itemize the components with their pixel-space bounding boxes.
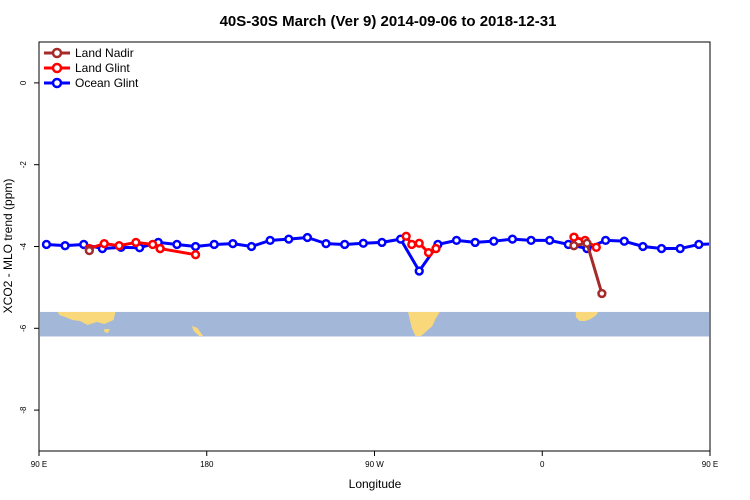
data-point [423, 247, 434, 258]
data-point [489, 236, 499, 246]
legend-label: Land Nadir [75, 46, 134, 60]
data-point [246, 241, 257, 252]
data-point [714, 240, 721, 247]
data-point [340, 239, 350, 250]
world-map-band [40, 311, 750, 337]
ocean-band [40, 311, 709, 337]
data-point [190, 241, 201, 252]
legend-marker [51, 62, 63, 74]
data-point [148, 239, 158, 250]
data-point [155, 243, 165, 254]
data-point [407, 239, 417, 250]
y-axis: 0 -2 -4 -6 -8 [19, 80, 39, 414]
data-point [470, 237, 480, 248]
data-point [451, 235, 462, 246]
x-tick-label: 180 [200, 460, 214, 469]
data-point [414, 238, 424, 248]
data-point [733, 242, 740, 249]
x-tick-label: 90 W [365, 460, 384, 469]
data-point [526, 235, 536, 246]
data-point [302, 232, 313, 243]
land-new-zealand [191, 325, 204, 336]
legend-label: Land Glint [75, 61, 130, 75]
data-point [569, 241, 579, 251]
data-point [172, 239, 182, 250]
data-point [656, 243, 667, 254]
x-tick-label: 90 E [702, 460, 718, 469]
data-point [431, 243, 441, 254]
data-point [694, 239, 704, 250]
series-layer [41, 231, 740, 299]
data-point [60, 241, 70, 251]
chart-title: 40S-30S March (Ver 9) 2014-09-06 to 2018… [220, 13, 557, 30]
data-point [358, 238, 368, 248]
data-point [638, 241, 648, 252]
x-axis-label: Longitude [349, 477, 402, 491]
x-axis: 90 E 180 90 W 0 90 E [31, 451, 718, 469]
data-point [209, 239, 219, 250]
y-tick-label: -4 [19, 242, 28, 250]
land-australia-repeat [729, 312, 750, 325]
data-point [41, 239, 52, 250]
data-point [114, 241, 124, 251]
data-point [131, 237, 141, 248]
data-point [545, 235, 555, 246]
data-point [675, 243, 685, 254]
data-point [619, 236, 629, 246]
series-line [159, 247, 196, 257]
legend-label: Ocean Glint [75, 76, 139, 90]
data-point [569, 232, 579, 242]
legend-item: Land Glint [44, 61, 130, 75]
data-point [591, 242, 601, 252]
land-south-africa [575, 311, 599, 321]
series-ocean-glint [41, 232, 740, 276]
x-tick-label: 0 [540, 460, 545, 469]
data-point [190, 250, 201, 260]
y-axis-label: XCO2 - MLO trend (ppm) [1, 179, 15, 314]
y-tick-label: -8 [19, 406, 28, 414]
data-point [228, 238, 238, 249]
y-tick-label: 0 [19, 80, 28, 85]
legend-marker [51, 47, 63, 59]
legend-marker [51, 77, 63, 89]
data-point [99, 238, 109, 249]
y-tick-label: -6 [19, 324, 28, 332]
data-point [401, 231, 411, 241]
data-point [377, 237, 387, 248]
land-tasmania [104, 328, 110, 333]
y-tick-label: -2 [19, 161, 28, 169]
land-south-america [408, 311, 440, 336]
series-line [46, 236, 709, 273]
data-point [600, 235, 611, 246]
legend-item: Land Nadir [44, 46, 134, 60]
land-australia [57, 311, 116, 325]
data-point [582, 238, 592, 248]
data-point [265, 235, 275, 246]
legend-item: Ocean Glint [44, 76, 139, 90]
data-point [284, 234, 294, 244]
data-point [321, 238, 331, 249]
series-land-nadir [84, 238, 607, 299]
data-point [84, 245, 94, 256]
data-point [597, 288, 607, 299]
x-tick-label: 90 E [31, 460, 47, 469]
data-point [414, 266, 424, 276]
data-point [507, 234, 518, 244]
